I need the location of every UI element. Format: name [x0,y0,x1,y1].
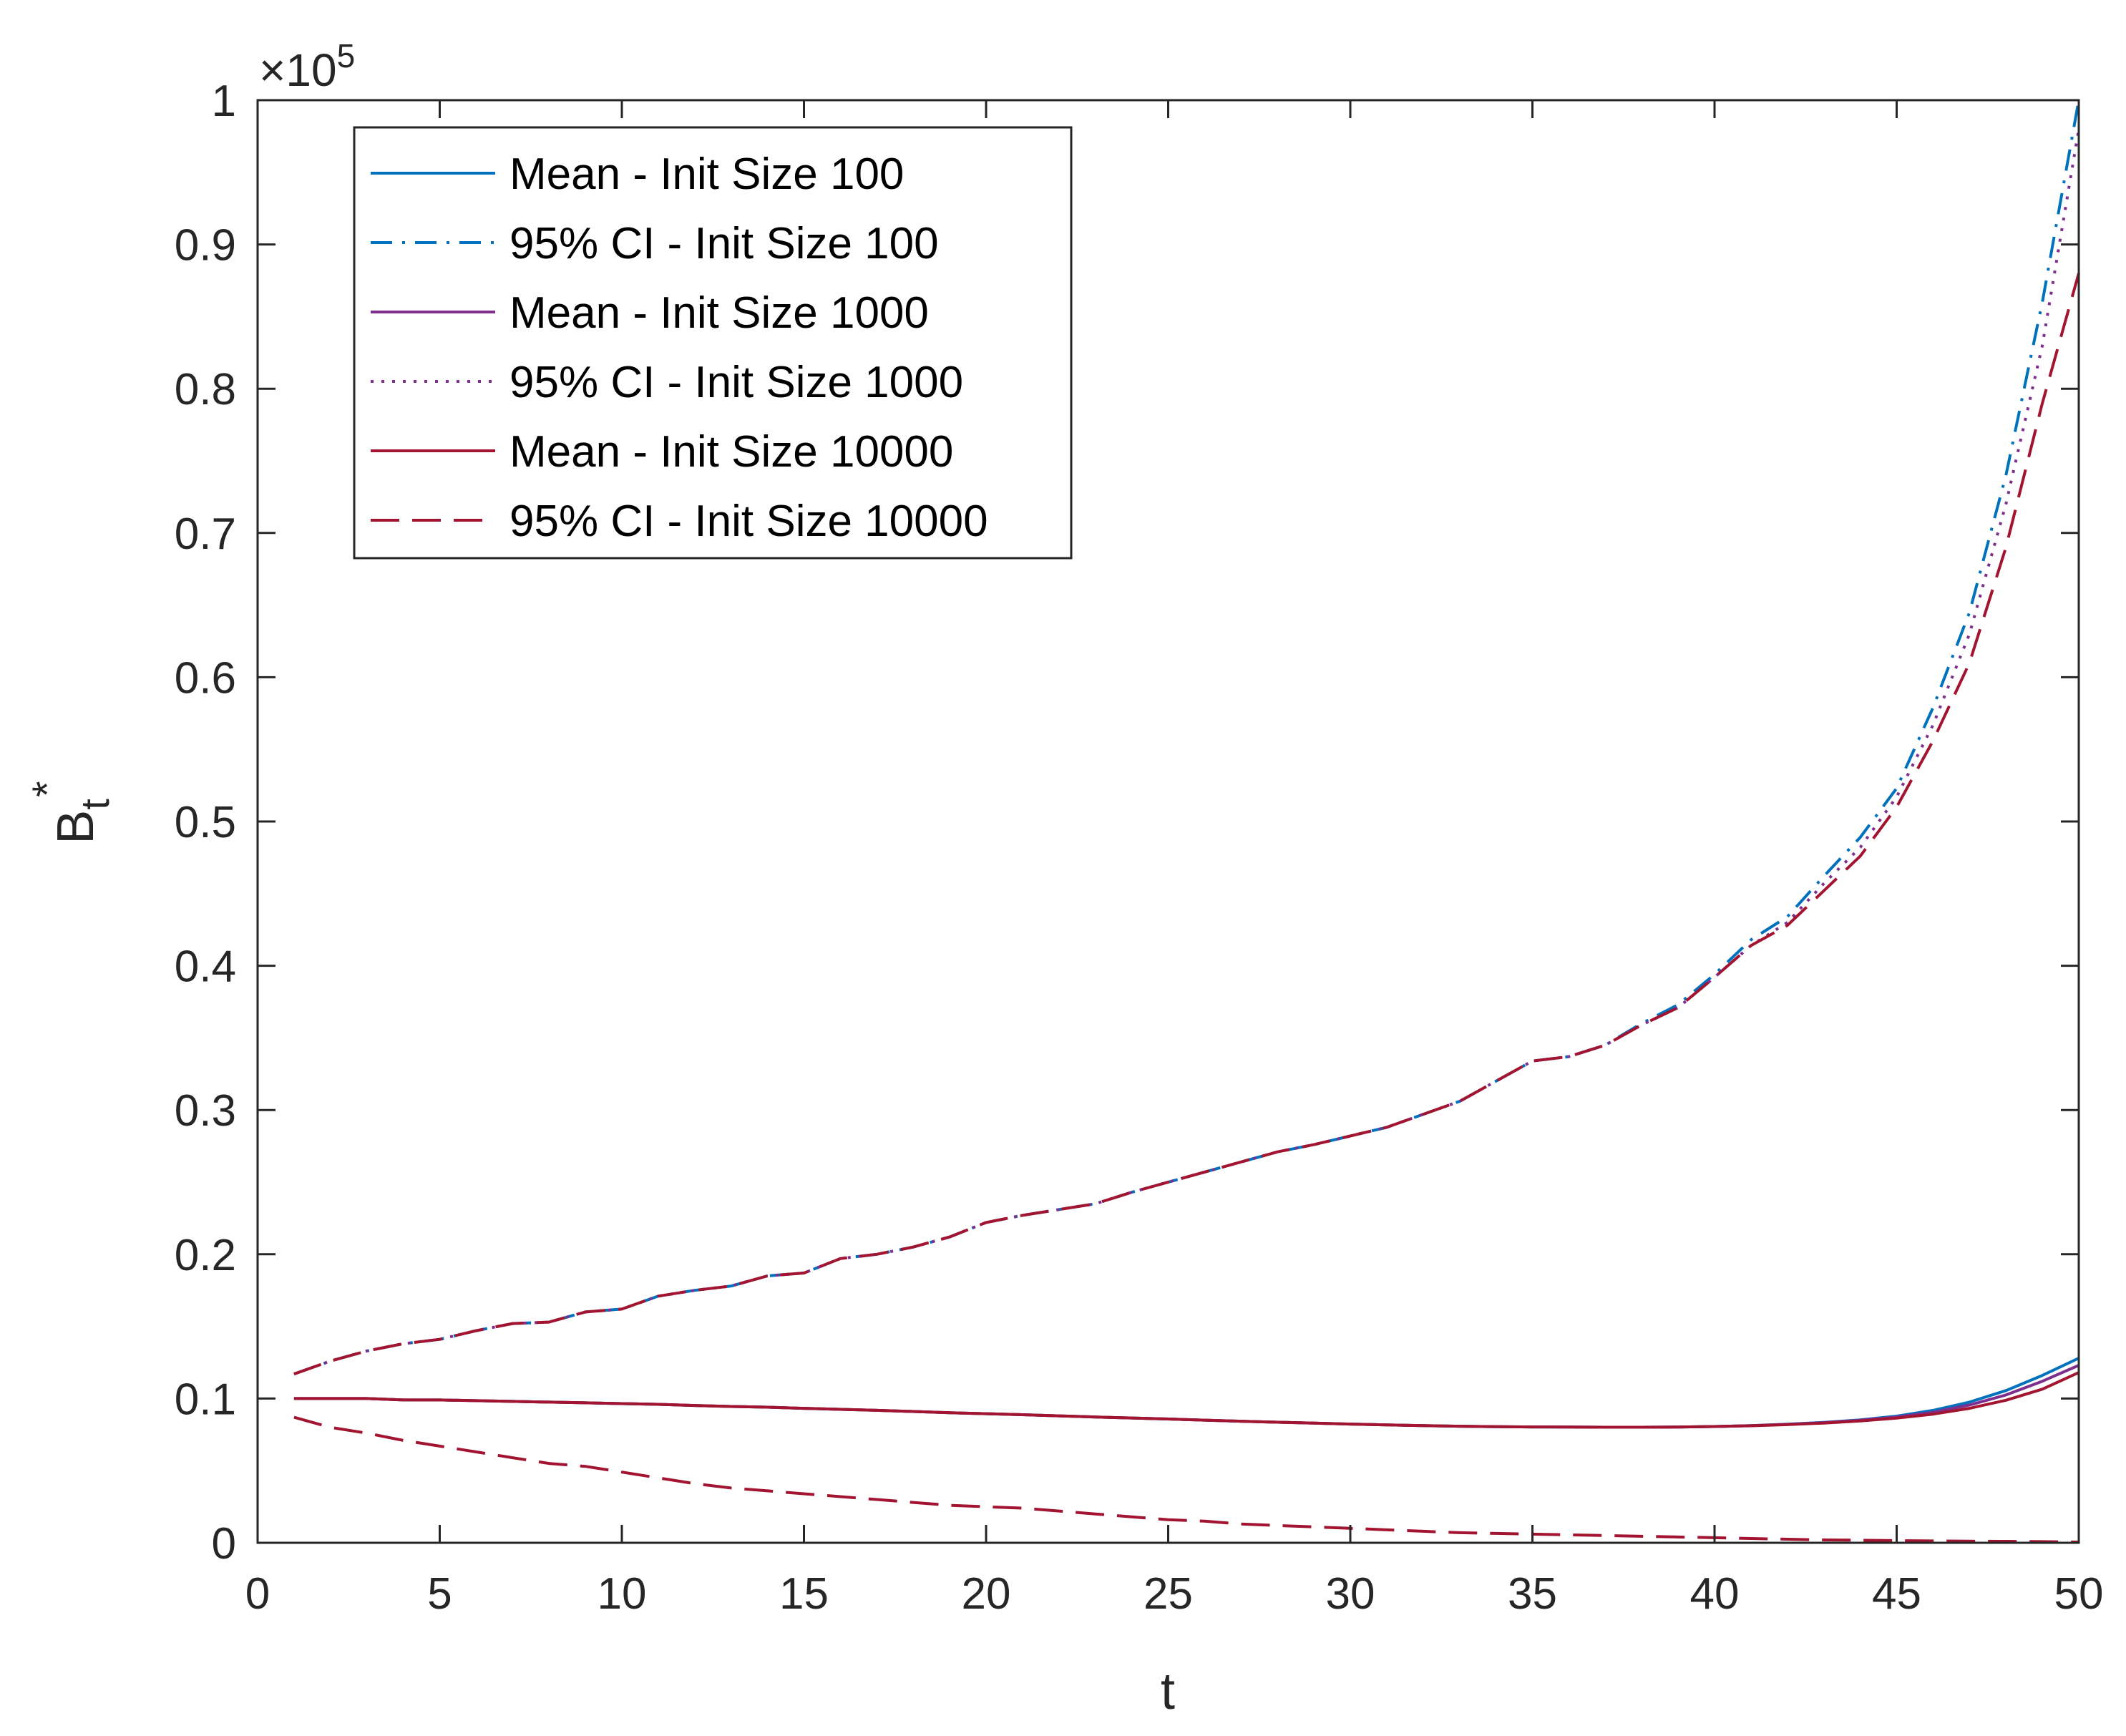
legend-label-2: 95% CI - Init Size 100 [509,219,939,268]
series-line-6 [293,273,2080,1375]
y-tick-label: 1 [212,77,236,126]
x-axis-ticks: 0 5 10 15 20 25 30 35 40 45 50 [245,100,2104,1619]
y-tick-label: 0.6 [175,653,236,703]
x-tick-label: 50 [2054,1569,2104,1619]
legend: Mean - Init Size 100 95% CI - Init Size 1… [353,126,1073,560]
y-tick-label: 0.4 [175,942,236,992]
y-axis-label-base: B [47,810,104,844]
y-axis-label-superscript: * [24,781,71,797]
y-tick-label: 0.8 [175,365,236,414]
y-tick-label: 0 [212,1519,236,1569]
exponent-base: ×10 [259,44,337,96]
x-tick-label: 10 [598,1569,647,1619]
y-tick-label: 0.9 [175,221,236,270]
y-tick-label: 0.7 [175,509,236,559]
x-tick-label: 35 [1508,1569,1557,1619]
legend-box [353,126,1073,560]
x-axis-label: t [1161,1663,1175,1720]
x-tick-label: 40 [1690,1569,1740,1619]
exponent-label: ×105 [259,37,355,96]
x-tick-label: 20 [962,1569,1011,1619]
series-layer [293,99,2080,1544]
x-tick-label: 25 [1144,1569,1193,1619]
y-tick-label: 0.3 [175,1086,236,1136]
legend-label-6: 95% CI - Init Size 10000 [509,497,988,546]
y-axis-ticks: 0 0.1 0.2 0.3 0.4 0.5 0.6 0.7 0.8 0.9 1 [175,77,2079,1569]
x-tick-label: 30 [1326,1569,1375,1619]
series-line-lower-ci [293,1415,2079,1544]
x-tick-label: 5 [427,1569,452,1619]
svg-text:Bt: Bt [47,799,117,844]
legend-label-5: Mean - Init Size 10000 [509,427,953,477]
legend-entries: Mean - Init Size 100 95% CI - Init Size 1… [371,150,988,546]
x-tick-label: 15 [779,1569,829,1619]
y-tick-label: 0.1 [175,1375,236,1424]
x-tick-label: 0 [245,1569,270,1619]
y-axis-label: Bt * [24,781,117,844]
legend-label-3: Mean - Init Size 1000 [509,288,929,338]
series-line-5 [293,1371,2079,1429]
x-tick-label: 45 [1872,1569,1921,1619]
y-tick-label: 0.5 [175,798,236,847]
legend-label-4: 95% CI - Init Size 1000 [509,358,963,407]
legend-label-1: Mean - Init Size 100 [509,150,904,199]
exponent-power: 5 [337,37,356,74]
y-axis-label-subscript: t [72,799,117,810]
y-tick-label: 0.2 [175,1231,236,1280]
